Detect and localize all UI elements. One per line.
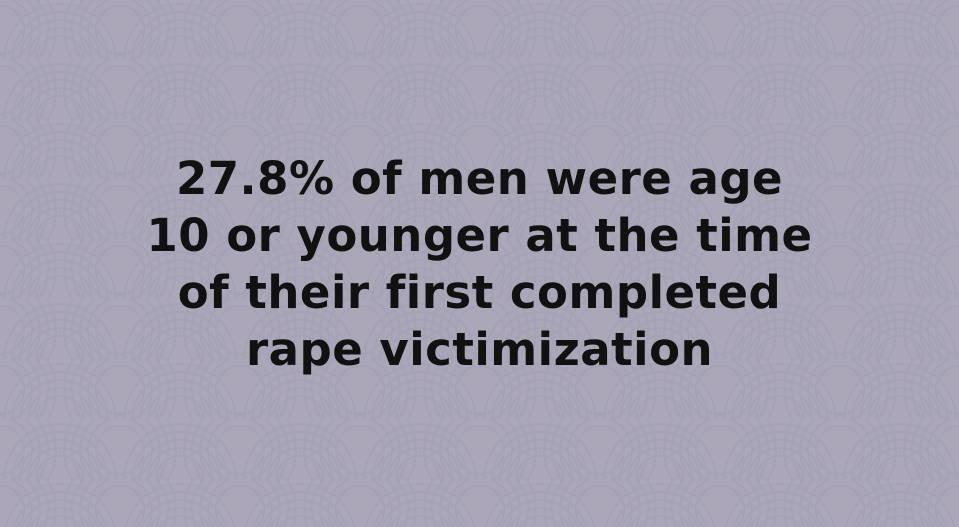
statement-line-1: 27.8% of men were age	[175, 152, 784, 205]
statistic-statement: 27.8% of men were age 10 or younger at t…	[0, 150, 959, 378]
statement-line-3: of their first completed	[177, 266, 782, 319]
statement-line-2: 10 or younger at the time	[146, 209, 813, 262]
statement-line-4: rape victimization	[245, 323, 714, 376]
